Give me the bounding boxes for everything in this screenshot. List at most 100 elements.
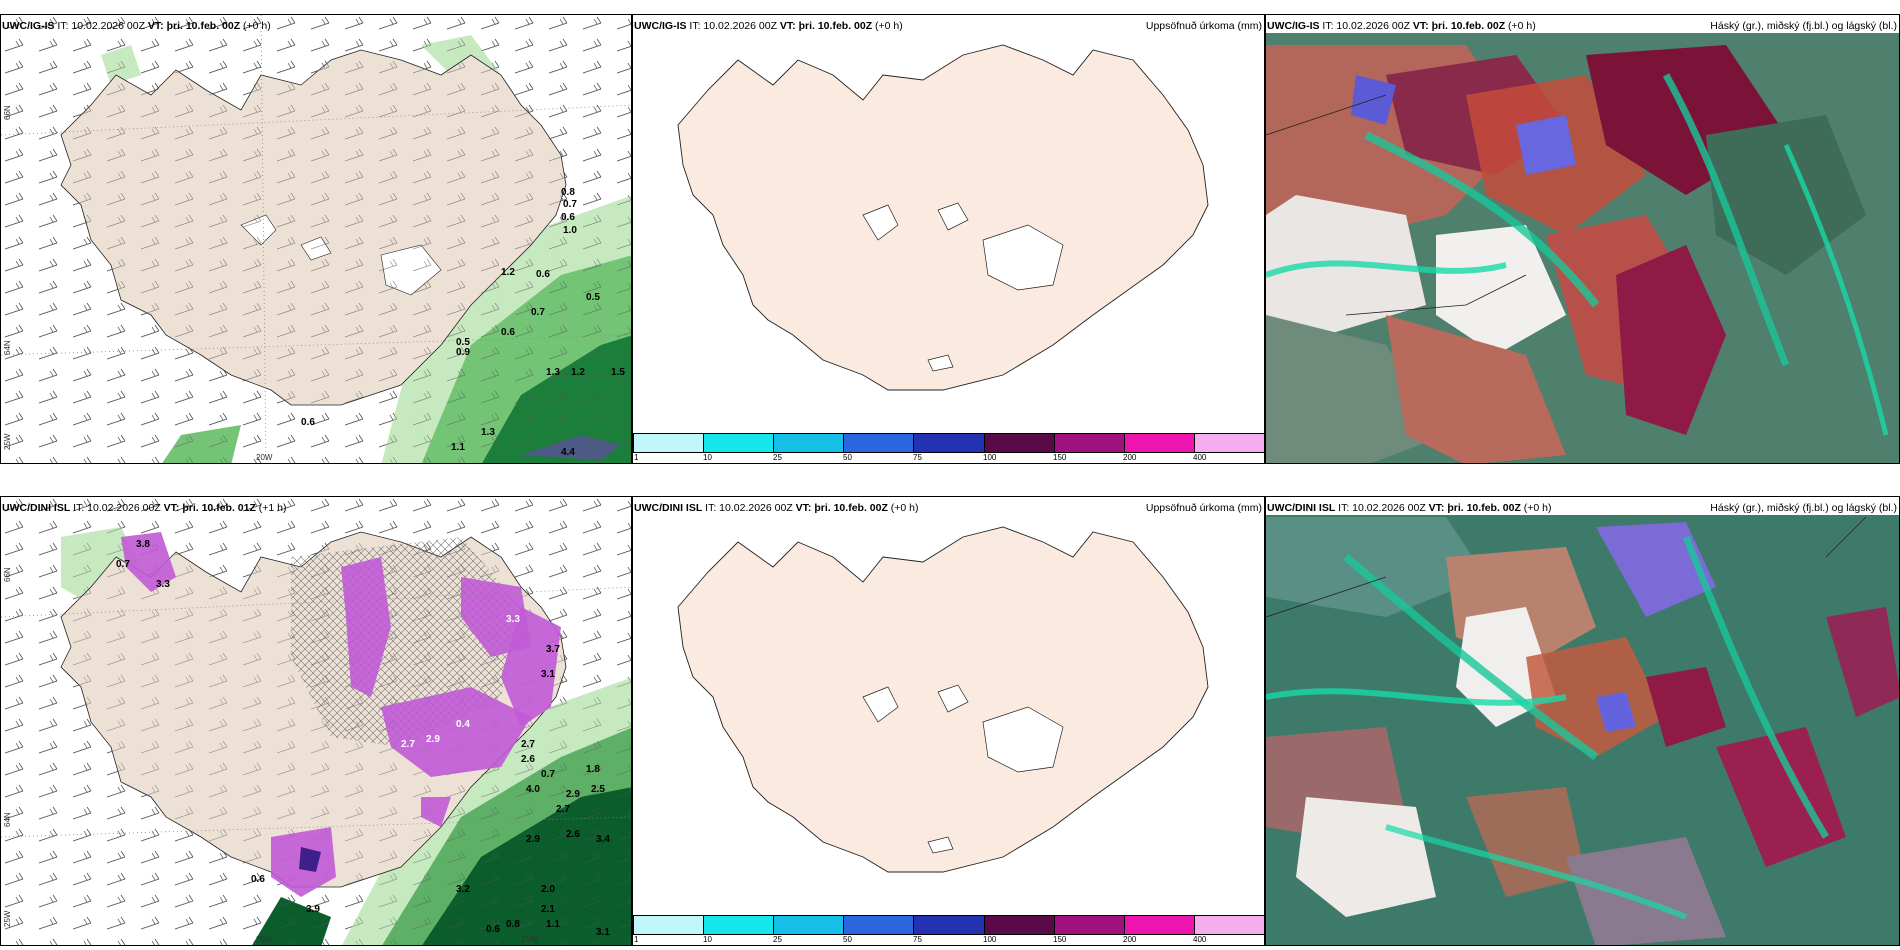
legend-swatch: [984, 916, 1055, 934]
legend-swatch: [774, 434, 845, 452]
precip-value: 1.8: [586, 764, 600, 775]
precip-value: 0.6: [251, 874, 265, 885]
svg-text:0.6: 0.6: [561, 212, 575, 223]
legend-tick: 150: [1053, 935, 1067, 944]
legend-tick: 1: [634, 935, 639, 944]
init-time: IT: 10.02.2026 00Z: [705, 502, 793, 514]
precip-value: 3.1: [541, 669, 555, 680]
legend-swatch: [1054, 434, 1125, 452]
legend-tick: 75: [913, 935, 922, 944]
svg-text:0.7: 0.7: [541, 769, 555, 780]
legend-swatch: [704, 916, 775, 934]
svg-text:2.5: 2.5: [591, 784, 605, 795]
precip-value: 0.9: [456, 347, 470, 358]
legend-tick: 400: [1193, 453, 1207, 462]
init-time: IT: 10.02.2026 00Z: [73, 502, 161, 514]
cloud-cover-map: [1266, 515, 1899, 945]
svg-text:1.5: 1.5: [611, 367, 625, 378]
precip-value: 1.0: [563, 225, 577, 236]
precip-value: 1.1: [451, 442, 465, 453]
precip-value: 3.7: [546, 644, 560, 655]
svg-text:3.2: 3.2: [456, 884, 470, 895]
precip-value: 0.7: [116, 559, 130, 570]
panel-bottom-left: UWC/DINI ISL IT: 10.02.2026 00Z VT: þri.…: [0, 496, 632, 946]
svg-text:0.8: 0.8: [506, 919, 520, 930]
svg-text:0.8: 0.8: [561, 187, 575, 198]
lead-time: (+0 h): [1508, 20, 1536, 32]
model-name: UWC/DINI ISL: [634, 502, 703, 514]
lead-time: (+0 h): [243, 20, 271, 32]
svg-text:1.3: 1.3: [546, 367, 560, 378]
precip-value: 2.9: [566, 789, 580, 800]
panel-title: UWC/IG-IS IT: 10.02.2026 00Z VT: þri. 10…: [634, 20, 903, 32]
precip-value: 2.9: [526, 834, 540, 845]
cloud-cover-map: [1266, 33, 1899, 463]
valid-time: þri. 10.feb. 00Z: [798, 20, 873, 32]
svg-text:3.8: 3.8: [136, 539, 150, 550]
svg-text:0.5: 0.5: [586, 292, 600, 303]
svg-text:0.7: 0.7: [531, 307, 545, 318]
precip-value: 3.3: [506, 614, 520, 625]
lead-time: (+0 h): [1523, 502, 1552, 514]
precip-value: 3.4: [596, 834, 610, 845]
lead-time: (+1 h): [258, 502, 287, 514]
valid-label: VT:: [147, 20, 164, 32]
legend-swatch: [914, 916, 985, 934]
svg-text:4.4: 4.4: [561, 447, 575, 458]
precip-value: 1.2: [571, 367, 585, 378]
lead-time: (+0 h): [875, 20, 903, 32]
precip-value: 2.5: [591, 784, 605, 795]
precip-value: 0.6: [486, 924, 500, 935]
svg-text:1.3: 1.3: [481, 427, 495, 438]
precip-value: 3.3: [156, 579, 170, 590]
precip-value: 0.6: [301, 417, 315, 428]
precip-value: 1.3: [546, 367, 560, 378]
lat-label: 64N: [3, 340, 12, 355]
valid-time: þri. 10.feb. 00Z: [166, 20, 241, 32]
svg-text:3.9: 3.9: [306, 904, 320, 915]
svg-text:3.1: 3.1: [541, 669, 555, 680]
valid-time: þri. 10.feb. 00Z: [1447, 502, 1521, 514]
svg-text:2.6: 2.6: [521, 754, 535, 765]
svg-text:2.9: 2.9: [426, 734, 440, 745]
svg-text:4.0: 4.0: [526, 784, 540, 795]
panel-bottom-middle: UWC/DINI ISL IT: 10.02.2026 00Z VT: þri.…: [632, 496, 1265, 946]
precip-value: 3.8: [136, 539, 150, 550]
svg-text:3.4: 3.4: [596, 834, 610, 845]
svg-text:0.4: 0.4: [456, 719, 470, 730]
model-name: UWC/DINI ISL: [2, 502, 71, 514]
precip-value: 3.9: [306, 904, 320, 915]
precip-value: 1.3: [481, 427, 495, 438]
precip-value: 3.2: [456, 884, 470, 895]
panel-right-title: Háský (gr.), miðský (fj.bl.) og lágský (…: [1710, 502, 1897, 514]
precip-value: 2.6: [521, 754, 535, 765]
precip-value: 0.6: [561, 212, 575, 223]
svg-text:3.7: 3.7: [546, 644, 560, 655]
valid-label: VT:: [1412, 20, 1429, 32]
legend-swatch: [1124, 916, 1195, 934]
legend-swatch: [844, 916, 915, 934]
legend-tick: 100: [983, 453, 997, 462]
precip-value: 0.4: [456, 719, 470, 730]
svg-text:1.2: 1.2: [571, 367, 585, 378]
panel-top-middle: UWC/IG-IS IT: 10.02.2026 00Z VT: þri. 10…: [632, 14, 1265, 464]
lon-label: 20W: [256, 453, 273, 462]
panel-title: UWC/DINI ISL IT: 10.02.2026 00Z VT: þri.…: [2, 502, 287, 514]
precip-value: 4.0: [526, 784, 540, 795]
legend-swatch: [634, 916, 705, 934]
lead-time: (+0 h): [890, 502, 919, 514]
panel-top-left: UWC/IG-IS IT: 10.02.2026 00Z VT: þri. 10…: [0, 14, 632, 464]
model-name: UWC/DINI ISL: [1267, 502, 1336, 514]
precip-value: 1.1: [546, 919, 560, 930]
precip-value: 2.1: [541, 904, 555, 915]
lon-label: 15W: [521, 935, 538, 944]
svg-text:0.6: 0.6: [251, 874, 265, 885]
svg-text:2.0: 2.0: [541, 884, 555, 895]
legend-swatch: [774, 916, 845, 934]
precip-value: 2.7: [556, 804, 570, 815]
legend-tick: 200: [1123, 935, 1137, 944]
valid-label: VT:: [163, 502, 180, 514]
svg-text:0.9: 0.9: [456, 347, 470, 358]
legend-swatch: [1124, 434, 1195, 452]
lat-label: 64N: [3, 812, 12, 827]
